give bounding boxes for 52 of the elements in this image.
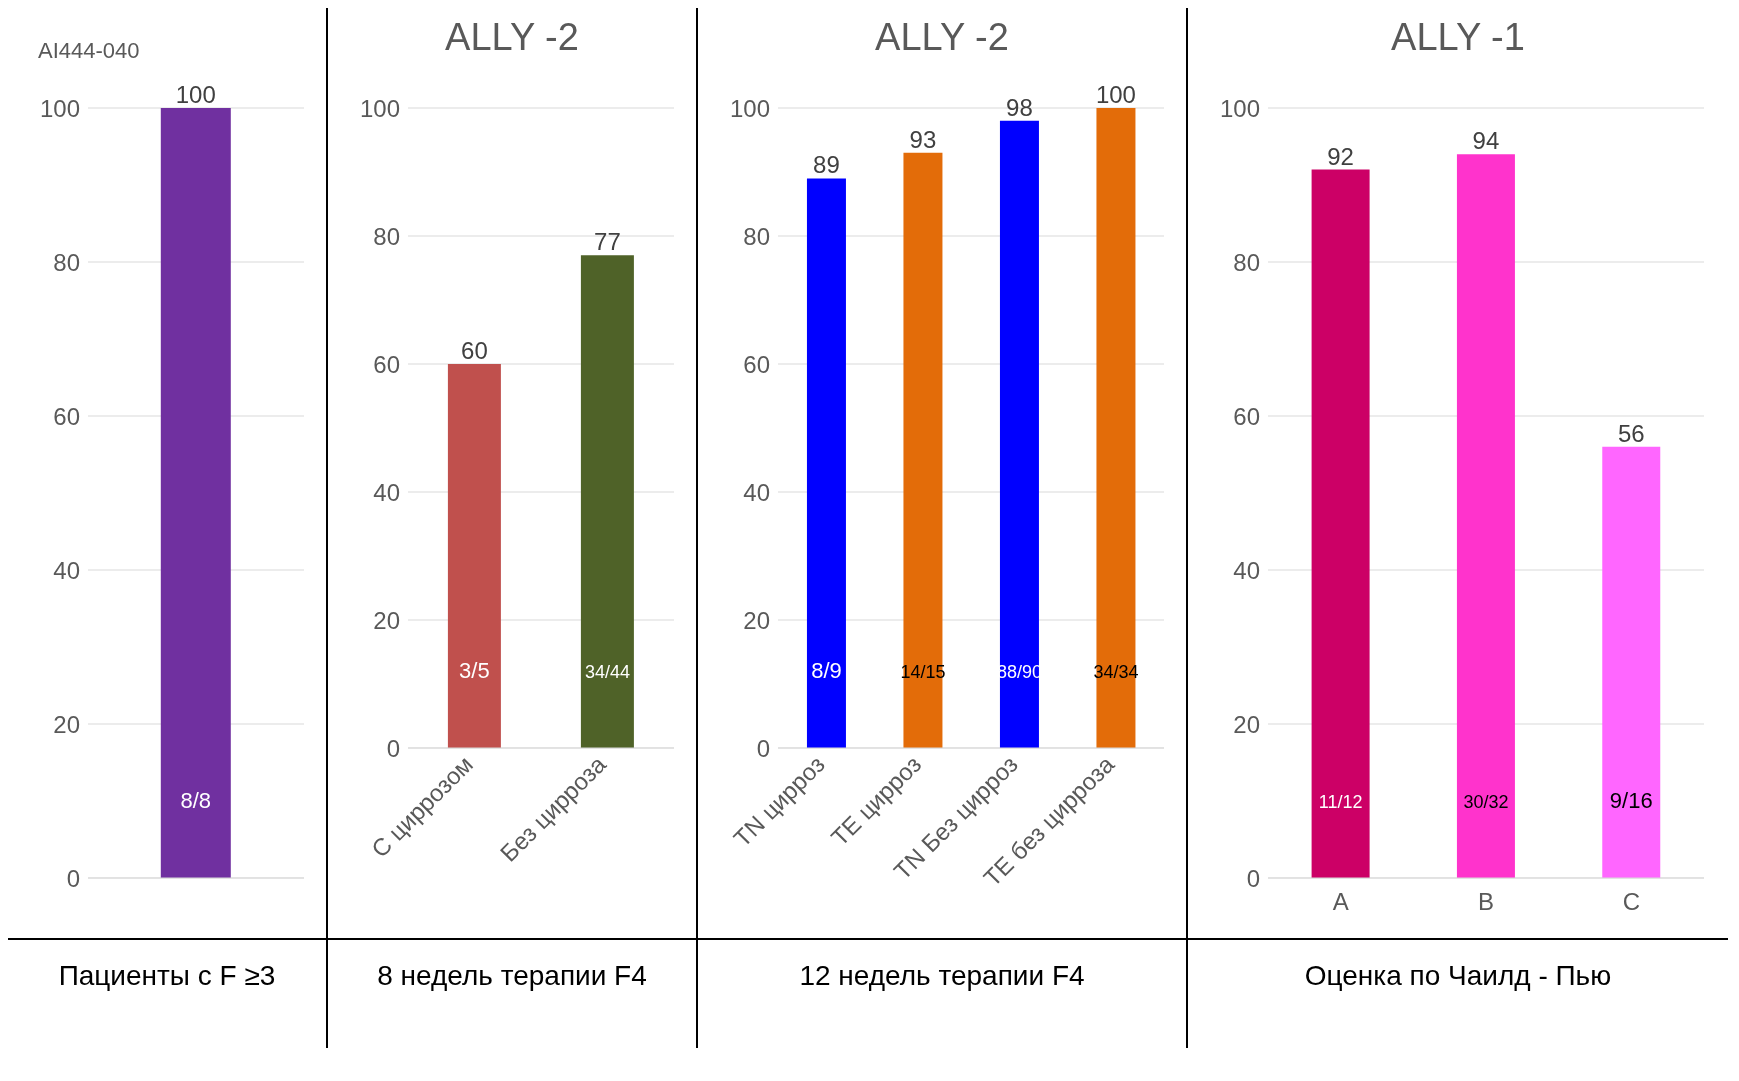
chart-title: ALLY -2: [874, 15, 1010, 60]
y-tick-label: 40: [743, 478, 770, 506]
data-label: 92: [1327, 142, 1354, 170]
y-tick-label: 0: [1246, 864, 1260, 892]
data-label: 89: [813, 151, 840, 179]
y-tick-label: 100: [39, 94, 80, 122]
annotation: 9/16: [1609, 788, 1653, 813]
annotation: 8/8: [180, 788, 212, 813]
x-tick-label: B: [1477, 888, 1495, 915]
y-tick-label: 40: [1233, 556, 1260, 584]
x-axis-title: 8 недель терапии F4: [328, 938, 696, 1048]
y-tick-label: 80: [53, 248, 80, 276]
y-tick-label: 0: [66, 864, 80, 892]
annotation: 3/5: [459, 658, 490, 683]
y-tick-label: 0: [756, 734, 770, 762]
y-tick-label: 40: [373, 478, 400, 506]
annotation: 8/9: [811, 658, 842, 683]
x-tick-label: A: [1332, 888, 1349, 915]
data-label: 100: [175, 81, 216, 108]
y-tick-label: 60: [53, 402, 80, 430]
y-tick-label: 40: [53, 556, 80, 584]
data-label: 56: [1617, 419, 1645, 447]
x-axis-title: Пациенты с F ≥3: [8, 938, 326, 1048]
y-tick-label: 60: [373, 350, 400, 378]
x-axis-title: Оценка по Чаилд - Пью: [1188, 938, 1728, 1048]
annotation: 30/32: [1463, 792, 1509, 812]
y-tick-label: 20: [743, 606, 770, 634]
data-label: 94: [1472, 127, 1500, 155]
data-label: 98: [1006, 93, 1033, 121]
data-label: 77: [594, 228, 621, 256]
y-tick-label: 100: [1219, 94, 1260, 122]
y-tick-label: 100: [359, 94, 400, 122]
y-tick-label: 20: [1233, 710, 1260, 738]
y-tick-label: 0: [386, 734, 400, 762]
y-tick-label: 20: [373, 606, 400, 634]
y-tick-label: 80: [743, 222, 770, 250]
data-label: 60: [461, 337, 488, 364]
annotation: 34/44: [584, 662, 630, 682]
annotation: 11/12: [1318, 792, 1363, 812]
x-axis-title: 12 недель терапии F4: [698, 938, 1186, 1048]
y-tick-label: 100: [729, 94, 770, 122]
data-label: 100: [1095, 81, 1136, 108]
chart-title: AI444-040: [37, 37, 141, 65]
y-tick-label: 20: [53, 710, 80, 738]
y-tick-label: 80: [1233, 248, 1260, 276]
chart-title: ALLY -1: [1390, 15, 1526, 60]
y-tick-label: 80: [373, 222, 400, 250]
data-label: 93: [909, 125, 937, 153]
x-tick-label: C: [1622, 888, 1641, 915]
y-tick-label: 60: [1233, 402, 1260, 430]
y-tick-label: 60: [743, 350, 770, 378]
chart-title: ALLY -2: [444, 15, 580, 60]
